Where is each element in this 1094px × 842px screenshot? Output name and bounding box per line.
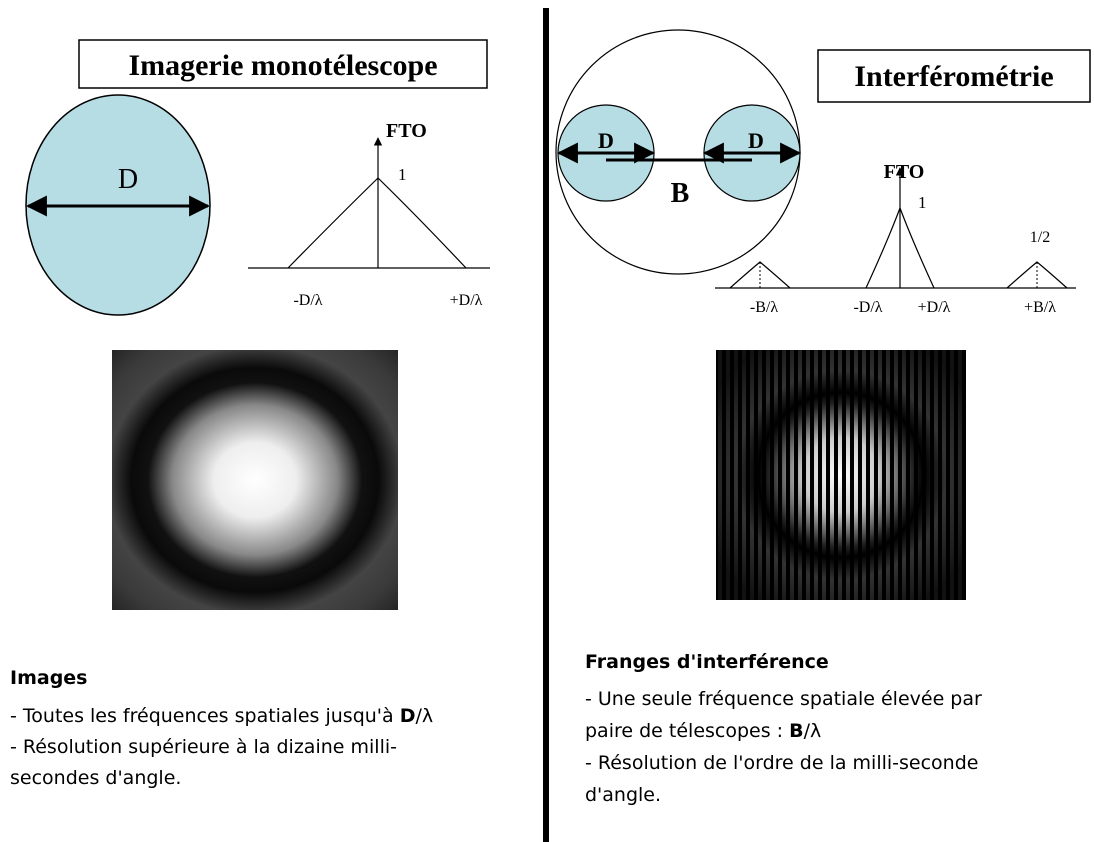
text-span: - Toutes les fréquences spatiales jusqu'… — [10, 705, 400, 727]
text-span: D — [400, 705, 416, 727]
text-span: /λ — [416, 705, 434, 727]
text-span: - Résolution supérieure à la dizaine mil… — [10, 736, 397, 758]
body-line: d'angle. — [585, 784, 661, 806]
text-span: d'angle. — [585, 784, 661, 806]
text-span: B — [789, 720, 803, 742]
label: FTO — [386, 120, 427, 142]
label: -D/λ — [853, 299, 882, 316]
label: +D/λ — [450, 292, 483, 309]
text-span: - Résolution de l'ordre de la milli-seco… — [585, 752, 978, 774]
label: 1 — [918, 193, 927, 212]
label: B — [671, 178, 690, 209]
body-line: - Résolution supérieure à la dizaine mil… — [10, 736, 397, 758]
label: +B/λ — [1024, 299, 1056, 316]
text-span: /λ — [804, 720, 822, 742]
heading: Images — [10, 667, 87, 689]
label: -D/λ — [293, 292, 322, 309]
label: D — [118, 164, 138, 195]
body-line: secondes d'angle. — [10, 767, 181, 789]
mtf-peak — [865, 206, 935, 289]
body-line: - Résolution de l'ordre de la milli-seco… — [585, 752, 978, 774]
label: -B/λ — [750, 299, 778, 316]
psf-image — [112, 350, 398, 610]
body-line: paire de télescopes : B/λ — [585, 720, 821, 742]
label: D — [748, 128, 764, 153]
body-line: - Une seule fréquence spatiale élevée pa… — [585, 688, 982, 710]
divider — [543, 8, 549, 842]
title-box — [78, 39, 488, 89]
label: 1/2 — [1030, 229, 1050, 246]
label: D — [598, 128, 614, 153]
title: Imagerie monotélescope — [128, 49, 437, 82]
title-box — [817, 49, 1091, 103]
text-span: - Une seule fréquence spatiale élevée pa… — [585, 688, 982, 710]
mtf-curve — [287, 177, 467, 269]
title: Interférométrie — [854, 60, 1053, 93]
label: +D/λ — [918, 299, 951, 316]
text-span: paire de télescopes : — [585, 720, 789, 742]
text-span: secondes d'angle. — [10, 767, 181, 789]
heading: Franges d'interférence — [585, 651, 829, 673]
fringe-image — [716, 350, 966, 600]
label: 1 — [398, 165, 407, 184]
body-line: - Toutes les fréquences spatiales jusqu'… — [10, 705, 433, 727]
label: FTO — [884, 161, 925, 183]
